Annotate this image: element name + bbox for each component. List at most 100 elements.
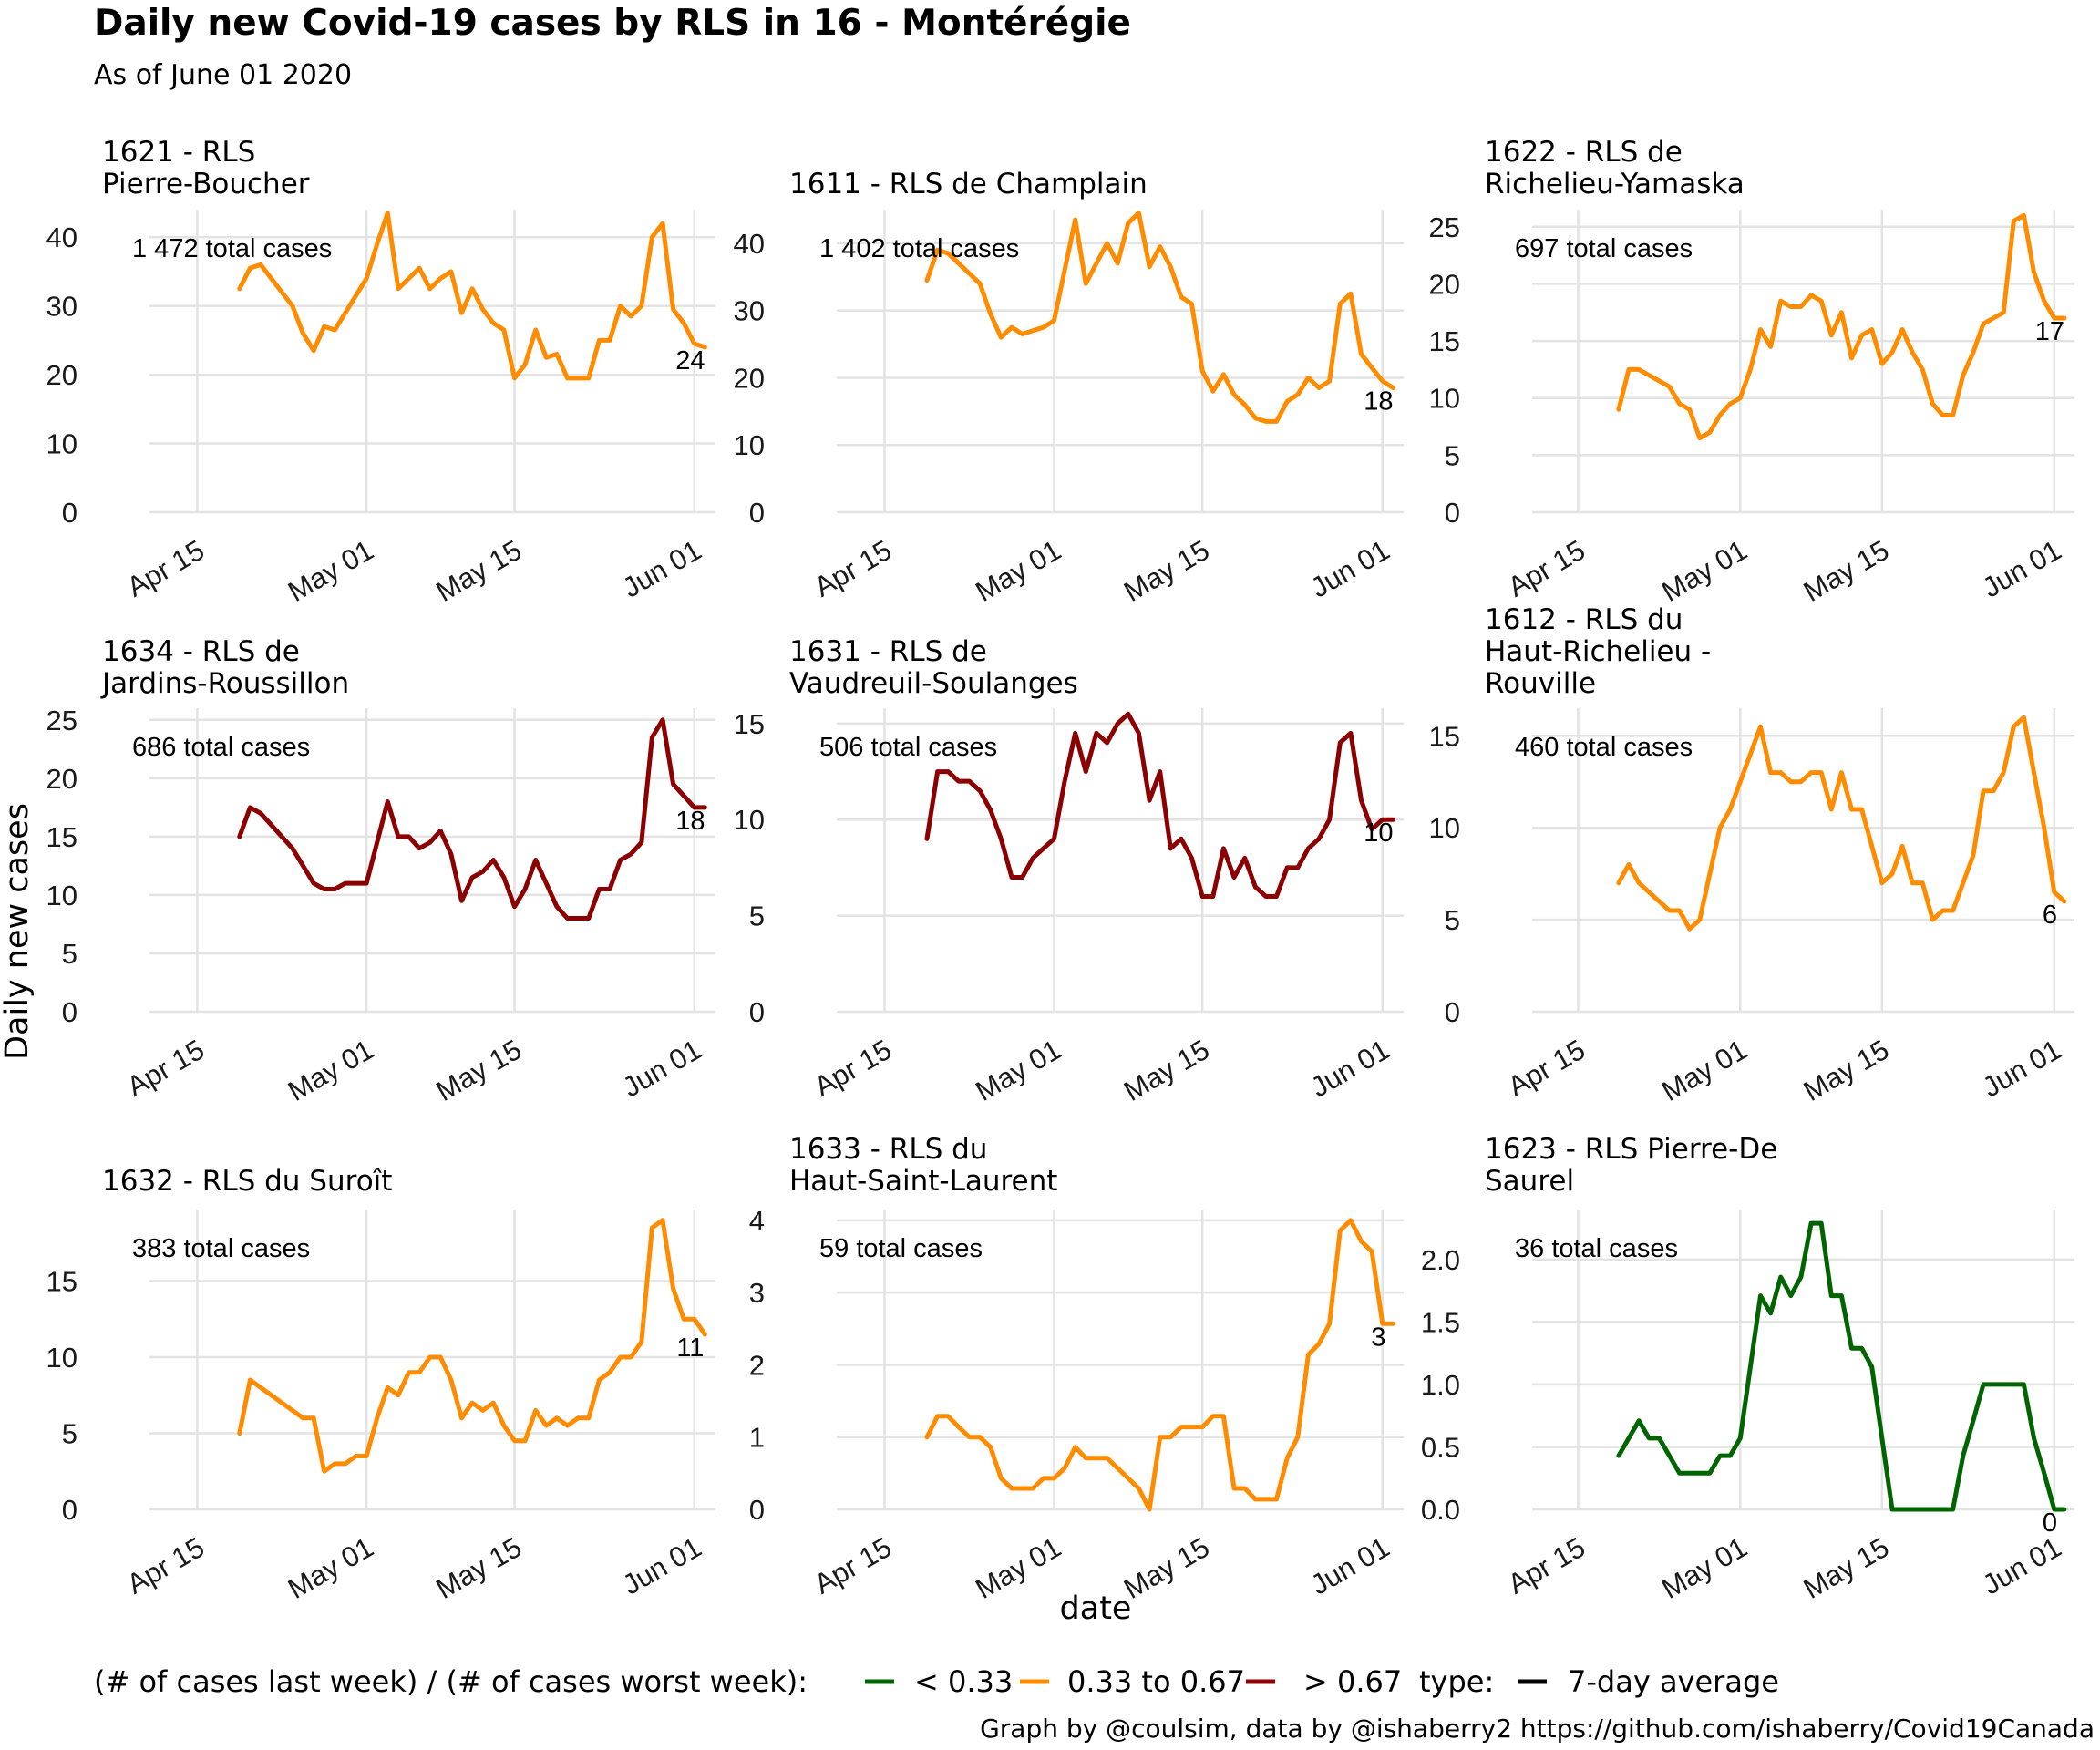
y-tick-label: 10 <box>46 1342 77 1374</box>
x-tick-label: May 15 <box>430 534 527 608</box>
x-tick-label: Apr 15 <box>808 1034 897 1103</box>
end-value-label: 6 <box>2043 901 2057 930</box>
x-tick-label: Apr 15 <box>1502 1034 1590 1103</box>
x-axis-title: date <box>1060 1590 1132 1627</box>
x-tick-label: May 01 <box>1656 534 1753 608</box>
x-tick-label: Jun 01 <box>1977 1034 2066 1104</box>
panel-title-line: 1633 - RLS du <box>789 1133 987 1166</box>
x-tick-label: Jun 01 <box>617 534 706 604</box>
series-line <box>1616 212 2067 441</box>
x-tick-label: Apr 15 <box>121 1531 210 1601</box>
y-tick-label: 20 <box>1429 268 1460 300</box>
y-tick-label: 10 <box>46 428 77 460</box>
x-tick-label: May 15 <box>1798 534 1895 608</box>
y-tick-label: 5 <box>1445 439 1460 471</box>
series-line <box>924 1218 1395 1512</box>
legend-label-low: < 0.33 <box>914 1664 1013 1699</box>
panel-title-line: 1611 - RLS de Champlain <box>789 168 1148 201</box>
y-tick-label: 20 <box>46 359 77 391</box>
x-tick-label: May 01 <box>283 1531 379 1605</box>
end-value-label: 18 <box>1364 387 1393 417</box>
panel-title-line: Haut-Richelieu - <box>1485 635 1711 668</box>
x-tick-label: May 15 <box>1798 1034 1895 1107</box>
end-value-label: 10 <box>1364 818 1393 848</box>
y-tick-label: 1.0 <box>1421 1369 1460 1401</box>
x-tick-label: May 15 <box>1118 534 1215 608</box>
x-tick-label: May 01 <box>1656 1531 1753 1605</box>
series-line <box>237 211 707 381</box>
y-tick-label: 30 <box>46 291 77 323</box>
panel-title-line: 1612 - RLS du <box>1485 603 1683 636</box>
y-tick-label: 0 <box>1445 497 1460 529</box>
y-tick-label: 40 <box>46 221 77 253</box>
y-tick-label: 1.5 <box>1421 1306 1460 1338</box>
y-tick-label: 0.0 <box>1421 1494 1460 1526</box>
panel-title-line: 1621 - RLS <box>102 136 255 169</box>
y-tick-label: 25 <box>46 705 77 736</box>
total-cases-label: 59 total cases <box>819 1234 983 1263</box>
y-tick-label: 0 <box>749 996 765 1028</box>
x-tick-label: May 15 <box>430 1034 527 1107</box>
panel-title-line: 1631 - RLS de <box>789 635 987 668</box>
y-tick-label: 10 <box>1429 383 1460 415</box>
y-tick-label: 0 <box>749 497 765 529</box>
legend: (# of cases last week) / (# of cases wor… <box>94 1664 1779 1699</box>
series-line <box>1616 1220 2067 1512</box>
y-tick-label: 40 <box>734 228 765 260</box>
x-tick-label: May 15 <box>1118 1531 1215 1605</box>
series-line <box>924 211 1395 424</box>
y-tick-label: 10 <box>1429 812 1460 844</box>
y-tick-label: 5 <box>749 901 765 932</box>
x-tick-label: May 15 <box>430 1531 527 1605</box>
y-tick-label: 2 <box>749 1349 765 1381</box>
y-tick-label: 5 <box>62 938 77 970</box>
y-tick-label: 20 <box>734 362 765 394</box>
y-tick-label: 2.0 <box>1421 1244 1460 1276</box>
panel-title-line: Rouville <box>1485 667 1596 700</box>
end-value-label: 11 <box>676 1333 704 1363</box>
panel-title-line: Haut-Saint-Laurent <box>789 1165 1057 1198</box>
panel-title-line: Jardins-Roussillon <box>100 667 349 700</box>
x-tick-label: Apr 15 <box>1502 534 1590 603</box>
x-tick-label: May 01 <box>970 1034 1066 1107</box>
total-cases-label: 506 total cases <box>819 733 997 762</box>
legend-type-title: type: <box>1419 1664 1494 1699</box>
series-line <box>924 711 1395 899</box>
panel-title-line: 1622 - RLS de <box>1485 136 1683 169</box>
total-cases-label: 697 total cases <box>1515 234 1693 263</box>
panel-title-line: 1623 - RLS Pierre-De <box>1485 1133 1777 1166</box>
end-value-label: 0 <box>2043 1508 2057 1538</box>
x-tick-label: Jun 01 <box>1305 1034 1395 1104</box>
y-tick-label: 3 <box>749 1277 765 1309</box>
legend-label-mid: 0.33 to 0.67 <box>1067 1664 1245 1699</box>
panel-7: 1632 - RLS du Suroît Apr 15 May 01 May 15 Ju… <box>46 1165 715 1605</box>
y-tick-label: 10 <box>46 880 77 911</box>
y-tick-label: 20 <box>46 763 77 795</box>
x-tick-label: Apr 15 <box>121 534 210 603</box>
y-tick-label: 4 <box>749 1205 765 1237</box>
y-tick-label: 0 <box>62 996 77 1028</box>
legend-label-7day: 7-day average <box>1568 1664 1779 1699</box>
series-line <box>237 717 707 921</box>
x-tick-label: Jun 01 <box>617 1531 706 1601</box>
panel-title-line: 1632 - RLS du Suroît <box>102 1165 392 1198</box>
y-tick-label: 5 <box>62 1417 77 1449</box>
y-tick-label: 15 <box>1429 720 1460 752</box>
end-value-label: 17 <box>2035 317 2064 346</box>
panel-title-line: Vaudreuil-Soulanges <box>789 667 1078 700</box>
x-tick-label: Jun 01 <box>1305 534 1395 604</box>
y-axis-title: Daily new cases <box>0 803 36 1060</box>
total-cases-label: 686 total cases <box>132 733 310 762</box>
y-tick-label: 10 <box>734 429 765 461</box>
legend-ratio-title: (# of cases last week) / (# of cases wor… <box>94 1664 808 1699</box>
x-tick-label: May 01 <box>283 534 379 608</box>
y-tick-label: 15 <box>1429 325 1460 357</box>
y-tick-label: 5 <box>1445 904 1460 936</box>
y-tick-label: 10 <box>734 804 765 836</box>
